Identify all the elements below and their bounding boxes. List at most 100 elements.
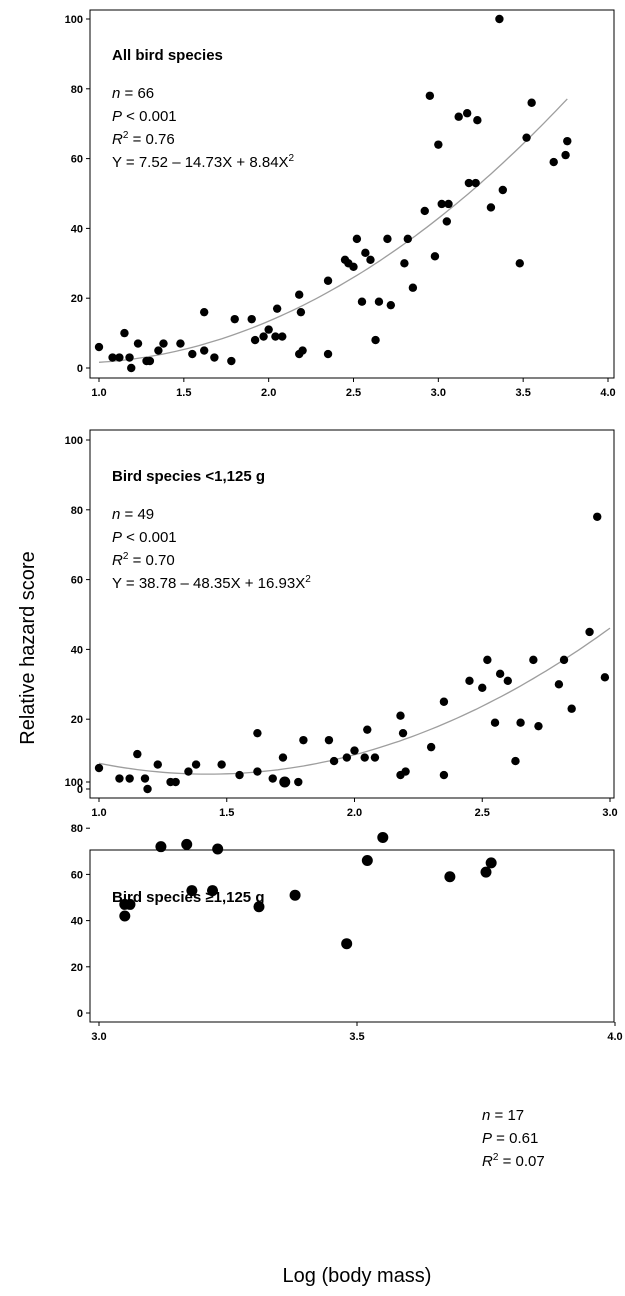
x-tick-label: 4.0 <box>600 387 615 399</box>
data-point <box>212 843 224 855</box>
data-point <box>360 753 369 762</box>
y-tick-label: 60 <box>71 575 83 587</box>
data-point <box>217 760 226 769</box>
data-point <box>464 178 474 188</box>
plot-frame <box>89 429 615 799</box>
stat-line: R2 = 0.76 <box>112 130 175 148</box>
data-point <box>396 711 405 720</box>
data-point <box>140 774 150 783</box>
panels: 1.0 1.5 2.0 2.5 3.0 3.5 4.0 0 20 40 60 80 100 All bir… <box>65 9 623 1170</box>
x-tick-label: 3.0 <box>91 1031 106 1043</box>
stat-line: P < 0.001 <box>112 529 177 546</box>
data-point <box>522 133 531 142</box>
data-point <box>374 297 384 306</box>
data-point <box>398 728 408 738</box>
data-point <box>199 346 209 355</box>
data-point <box>357 297 367 306</box>
data-point <box>350 746 359 755</box>
data-point <box>323 349 333 359</box>
data-point <box>386 300 396 310</box>
data-point <box>420 206 429 216</box>
data-point <box>341 938 353 950</box>
data-point <box>352 234 362 244</box>
x-tick-label: 1.0 <box>91 807 106 819</box>
data-point <box>171 777 180 787</box>
data-point <box>155 841 167 853</box>
data-point <box>430 252 440 261</box>
data-point <box>342 753 352 762</box>
data-point <box>272 304 282 313</box>
y-tick-label: 80 <box>71 84 83 96</box>
data-point <box>295 290 304 299</box>
data-point <box>207 885 219 897</box>
data-point <box>363 725 372 734</box>
data-point <box>250 335 260 345</box>
panel-title: Bird species <1,125 g <box>112 468 265 485</box>
data-point <box>188 349 197 359</box>
data-point <box>115 774 124 783</box>
fit-curve <box>98 98 568 363</box>
data-point <box>125 774 134 783</box>
y-tick-label: 100 <box>65 777 83 789</box>
data-point <box>191 760 201 769</box>
data-point <box>426 742 436 752</box>
data-point <box>483 655 492 665</box>
data-point <box>473 116 482 125</box>
data-point <box>361 855 373 867</box>
data-point <box>119 910 131 922</box>
data-point <box>529 655 538 665</box>
data-point <box>159 339 168 348</box>
data-point <box>153 760 162 769</box>
data-point <box>108 353 117 362</box>
data-point <box>133 339 143 348</box>
stat-line: R2 = 0.07 <box>482 1152 545 1170</box>
y-tick-label: 20 <box>71 962 83 974</box>
data-point <box>133 749 142 759</box>
x-tick-label: 2.0 <box>261 387 276 399</box>
x-axis-title: Log (body mass) <box>283 1265 432 1287</box>
stat-line: n = 66 <box>112 85 154 102</box>
data-point <box>199 307 209 317</box>
data-point <box>154 346 163 355</box>
y-tick-label: 60 <box>71 869 83 881</box>
data-point <box>253 901 265 913</box>
data-point <box>400 259 409 268</box>
data-point <box>516 718 525 727</box>
data-point <box>344 259 353 268</box>
data-point <box>268 774 277 783</box>
data-point <box>534 721 543 731</box>
panel-3: 3.0 3.5 4.0 0 20 40 60 80 100 Bird species ≥1,125… <box>65 776 623 1170</box>
data-point <box>247 314 256 324</box>
stat-line: Y = 38.78 – 48.35X + 16.93X2 <box>112 574 311 592</box>
data-point <box>210 353 219 362</box>
data-point <box>181 838 193 850</box>
stat-line: n = 49 <box>112 506 154 523</box>
x-tick-label: 3.0 <box>602 807 617 819</box>
data-point <box>127 363 136 373</box>
y-axis-title: Relative hazard score <box>17 551 39 744</box>
data-point <box>253 767 262 776</box>
panel-2: 1.0 1.5 2.0 2.5 3.0 0 20 40 60 80 100 Bird species … <box>65 429 618 819</box>
data-point <box>444 871 456 883</box>
data-point <box>145 356 155 366</box>
data-point <box>408 283 418 292</box>
data-point <box>567 704 576 713</box>
data-point <box>559 655 569 665</box>
data-point <box>370 753 380 762</box>
data-point <box>486 203 496 212</box>
stat-line: P < 0.001 <box>112 108 177 125</box>
data-point <box>125 353 134 362</box>
data-point <box>454 112 463 121</box>
data-point <box>259 332 268 341</box>
data-point <box>444 199 453 209</box>
data-point <box>480 866 492 878</box>
y-tick-label: 80 <box>71 823 83 835</box>
stat-line: Y = 7.52 – 14.73X + 8.84X2 <box>112 153 295 171</box>
data-point <box>120 328 129 338</box>
data-point <box>396 770 405 780</box>
y-tick-label: 40 <box>71 916 83 928</box>
x-tick-label: 2.0 <box>347 807 362 819</box>
data-point <box>495 669 505 679</box>
panel-title: All bird species <box>112 47 223 64</box>
